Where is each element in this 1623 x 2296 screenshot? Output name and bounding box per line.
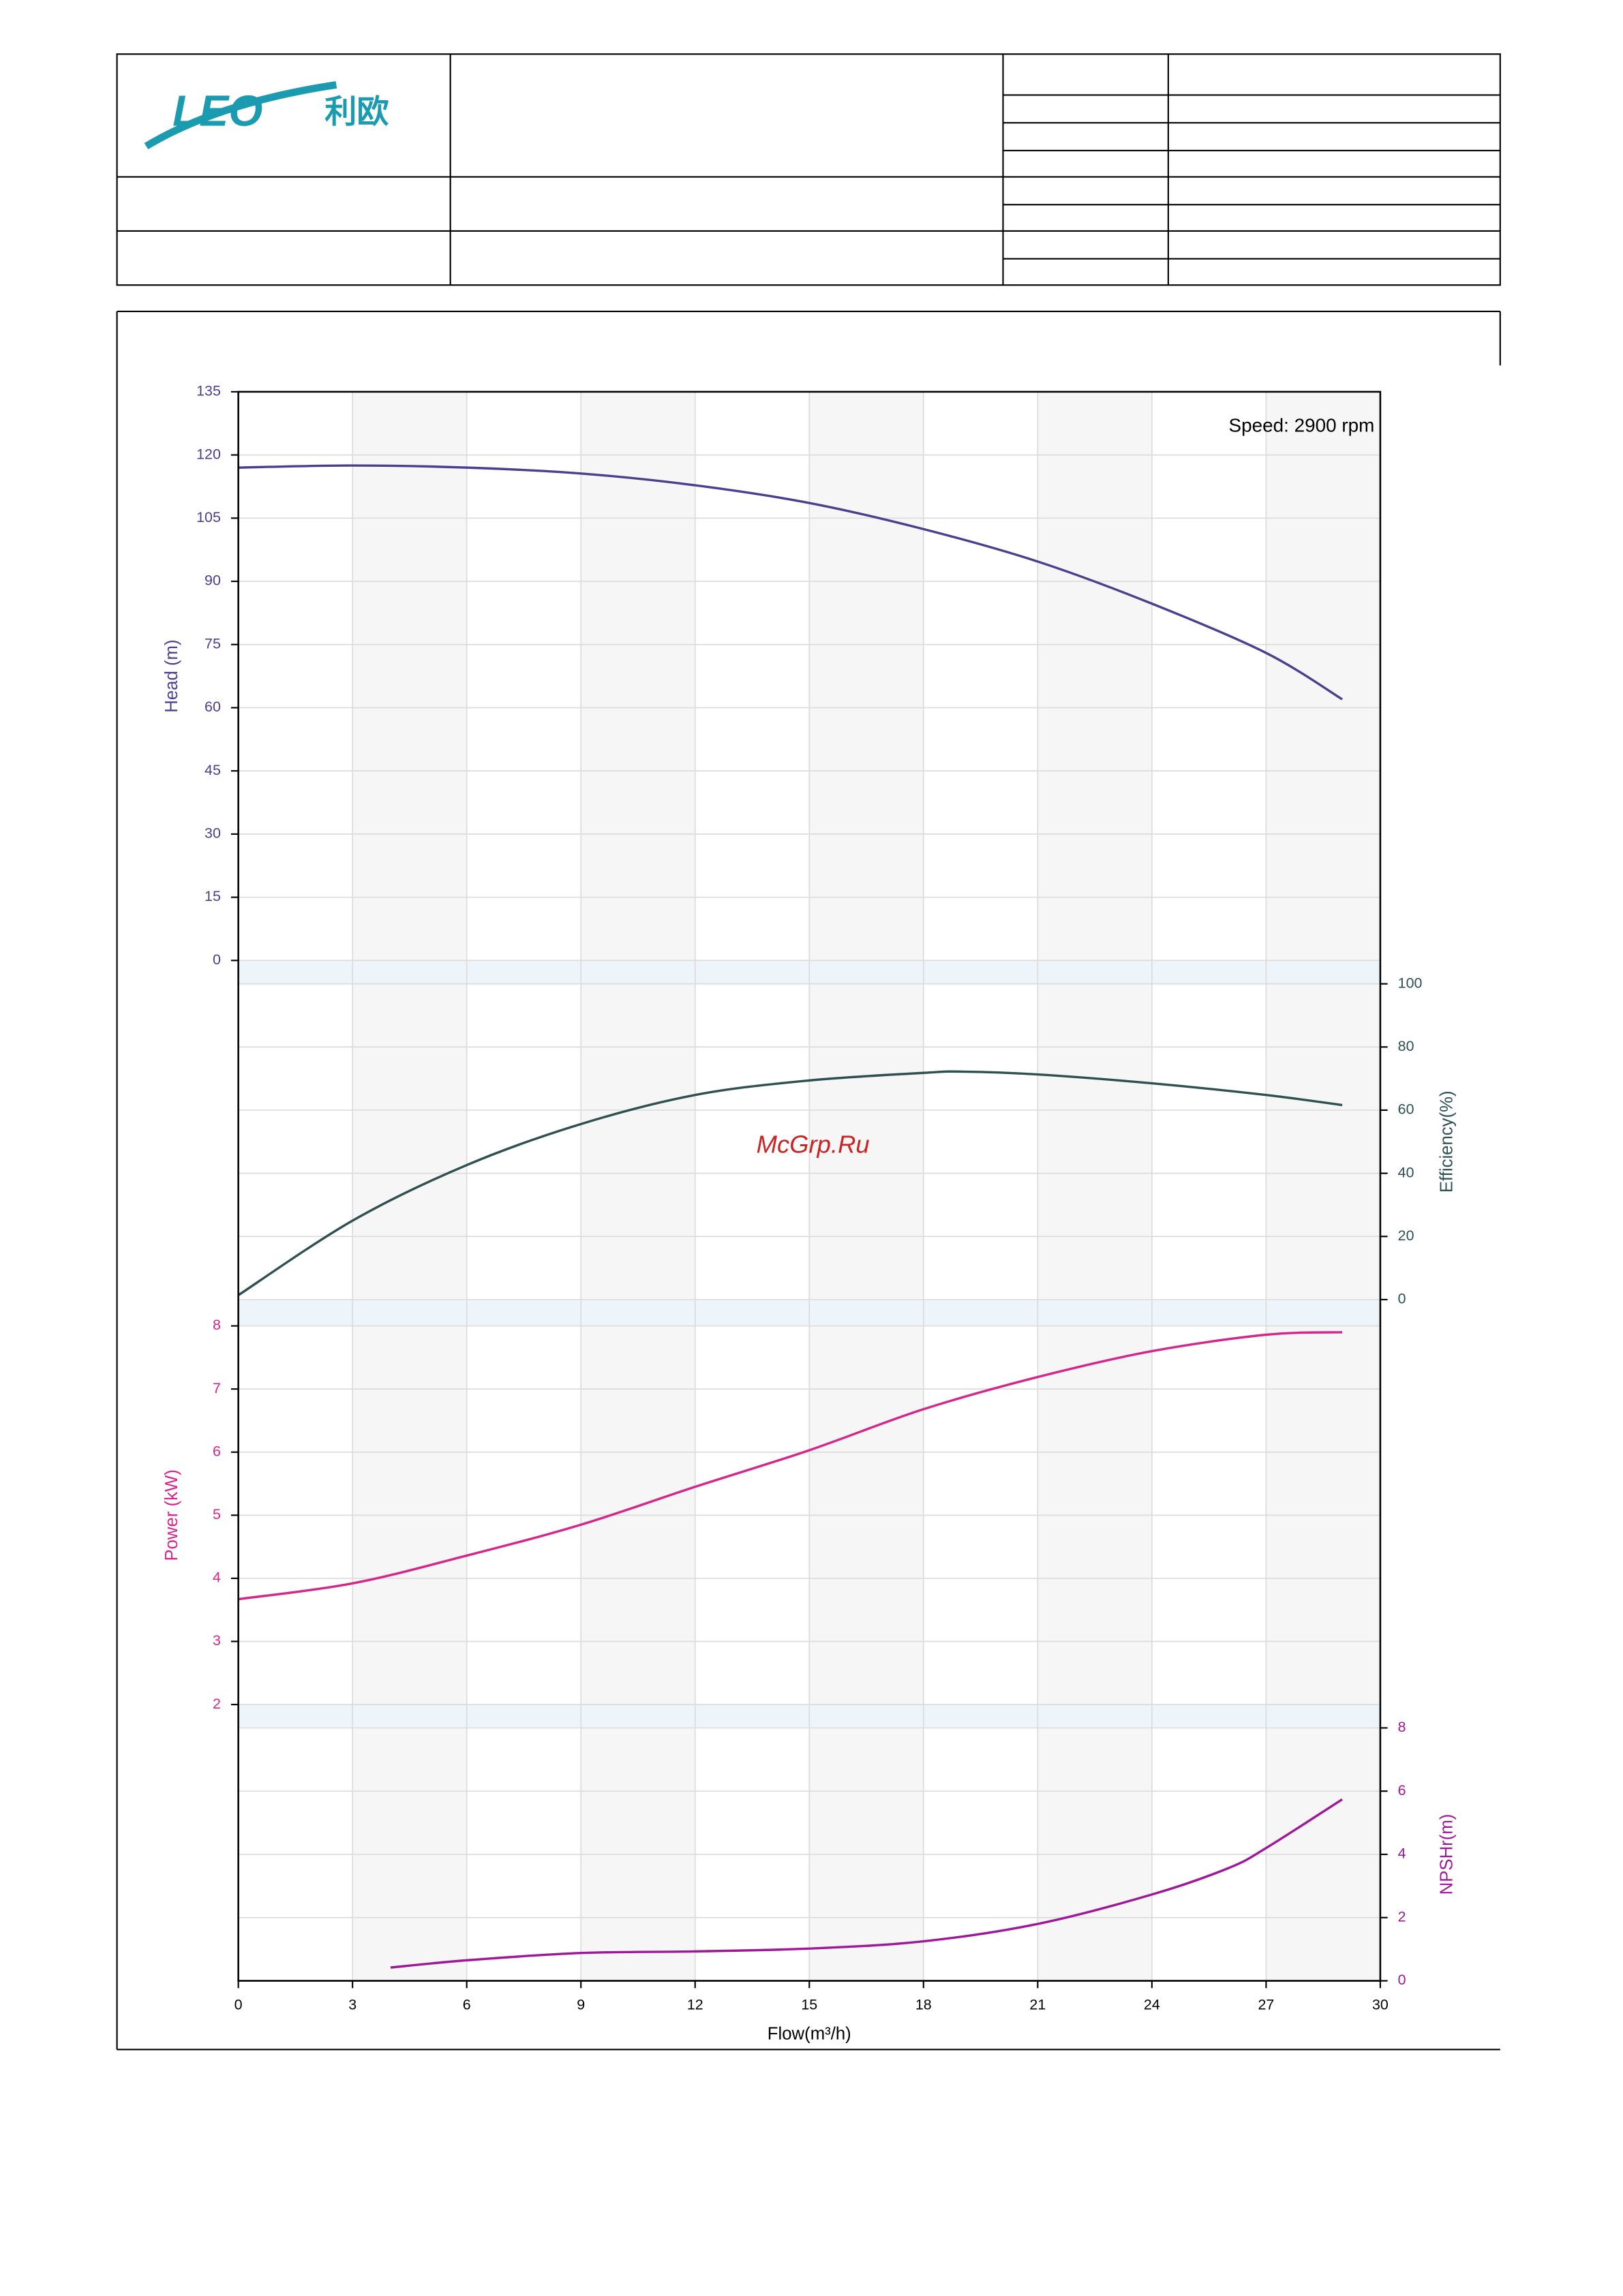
x-tick-label: 27 (1258, 1997, 1274, 2013)
x-tick-label: 3 (348, 1997, 357, 2013)
x-tick-label: 0 (234, 1997, 243, 2013)
curve (390, 1798, 1344, 1969)
y-tick-label: 75 (204, 635, 221, 652)
curve (238, 464, 1343, 701)
speed-annotation: Speed: 2900 rpm (1228, 415, 1374, 436)
grid-band (809, 391, 924, 1981)
x-tick-label: 24 (1144, 1997, 1160, 2013)
y-axis-label: Efficiency(%) (1437, 1090, 1456, 1193)
y-tick-label: 6 (213, 1443, 221, 1459)
y-tick-label: 0 (213, 951, 221, 968)
y-tick-label: 60 (1398, 1101, 1414, 1118)
y-tick-label: 0 (1398, 1291, 1406, 1307)
plot-frame (237, 391, 1382, 1982)
y-axis-label: Power (kW) (162, 1469, 181, 1561)
y-tick-label: 2 (1398, 1908, 1406, 1925)
curve (237, 1070, 1343, 1296)
logo-text: 利欧 (324, 94, 389, 130)
y-tick-label: 60 (204, 699, 221, 715)
y-tick-label: 135 (196, 383, 221, 399)
y-tick-label: 4 (213, 1570, 221, 1586)
x-tick-label: 30 (1372, 1997, 1389, 2013)
grid-band (1266, 391, 1380, 1981)
grid-band (581, 391, 695, 1981)
x-axis-label: Flow(m³/h) (768, 2025, 851, 2044)
x-tick-label: 21 (1029, 1997, 1046, 2013)
grid-band (352, 391, 467, 1981)
x-tick-label: 15 (801, 1997, 817, 2013)
y-axis-label: NPSHr(m) (1437, 1814, 1456, 1895)
x-tick-label: 6 (463, 1997, 471, 2013)
y-tick-label: 8 (213, 1317, 221, 1333)
header-table (116, 53, 1501, 2051)
y-tick-label: 8 (1398, 1719, 1406, 1735)
y-tick-label: 5 (213, 1506, 221, 1522)
y-tick-label: 20 (1398, 1227, 1414, 1244)
y-tick-label: 4 (1398, 1846, 1406, 1862)
x-tick-label: 9 (577, 1997, 585, 2013)
chart: 0 3 6 9 12 15 18 21 24 27 30Flow(m³/h)015304560759… (162, 383, 1456, 2044)
y-tick-label: 30 (204, 825, 221, 842)
y-tick-label: 7 (213, 1380, 221, 1396)
logo-swoosh (144, 81, 337, 150)
y-tick-label: 3 (213, 1632, 221, 1649)
y-tick-label: 45 (204, 762, 221, 778)
curve (238, 1331, 1343, 1601)
y-tick-label: 2 (213, 1696, 221, 1712)
logo-mark: LEO (172, 86, 262, 135)
table-frame (116, 53, 1501, 286)
x-tick-label: 18 (915, 1997, 932, 2013)
y-axis-label: Head (m) (162, 639, 181, 712)
y-tick-label: 0 (1398, 1972, 1406, 1988)
y-tick-label: 6 (1398, 1782, 1406, 1798)
y-tick-label: 100 (1398, 975, 1423, 991)
grid-band (1037, 391, 1152, 1981)
y-tick-label: 90 (204, 572, 221, 589)
y-tick-label: 15 (204, 888, 221, 904)
x-tick-label: 12 (687, 1997, 703, 2013)
watermark: McGrp.Ru (757, 1130, 870, 1158)
y-tick-label: 40 (1398, 1164, 1414, 1180)
y-tick-label: 105 (196, 509, 221, 525)
y-tick-label: 80 (1398, 1038, 1414, 1054)
y-tick-label: 120 (196, 446, 221, 462)
